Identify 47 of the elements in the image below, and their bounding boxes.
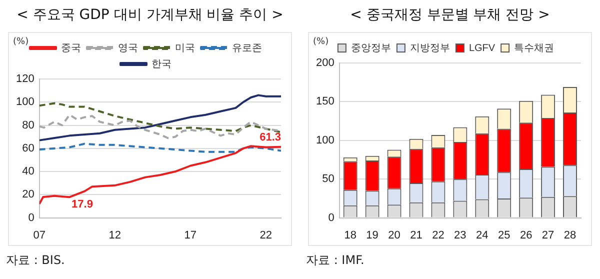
x-tick-label: 22 (260, 229, 272, 242)
line-series (39, 142, 281, 153)
legend-label: 유로존 (232, 42, 262, 54)
y-tick-label: 100 (16, 96, 34, 108)
x-tick-label: 26 (520, 229, 532, 242)
x-tick-label: 24 (476, 229, 488, 242)
x-tick-label: 07 (33, 229, 46, 242)
legend-label: 미국 (175, 42, 195, 54)
annotation: 61.3 (260, 131, 281, 144)
y-tick-label: 50 (322, 173, 334, 186)
legend-label: 중앙정부 (350, 42, 391, 54)
y-tick-label: 120 (16, 73, 34, 86)
x-tick-label: 19 (366, 229, 378, 242)
x-tick-label: 18 (344, 229, 356, 242)
y-tick-label: 200 (316, 57, 334, 70)
y-tick-label: 80 (22, 119, 34, 132)
x-tick-label: 23 (454, 229, 466, 242)
y-axis-title: (%) (13, 36, 29, 47)
x-tick-label: 21 (410, 229, 422, 242)
text: 자료 : BIS. (6, 252, 66, 269)
x-tick-label: 27 (542, 229, 554, 242)
y-tick-label: 60 (22, 142, 34, 154)
x-tick-label: 12 (108, 229, 121, 242)
text: 자료 : IMF. (306, 252, 366, 269)
chart-title: < 주요국 GDP 대비 가계부채 비율 추이 > (16, 6, 284, 25)
y-tick-label: 100 (316, 134, 334, 146)
x-tick-label: 28 (564, 229, 576, 242)
y-tick-label: 20 (22, 188, 34, 201)
x-tick-label: 25 (498, 229, 510, 242)
y-tick-label: 0 (328, 212, 334, 224)
legend-label: 지방정부 (410, 42, 450, 54)
y-tick-label: 150 (316, 96, 334, 108)
line-series (39, 114, 281, 139)
y-tick-label: 0 (28, 212, 34, 224)
y-tick-label: 40 (22, 166, 34, 178)
legend-label: 중국 (61, 42, 81, 54)
x-tick-label: 22 (432, 229, 444, 242)
line-series (39, 102, 281, 134)
annotation: 17.9 (72, 198, 93, 211)
legend-label: LGFV (468, 42, 496, 54)
legend-label: 영국 (118, 42, 138, 54)
y-axis-title: (%) (313, 36, 329, 47)
x-tick-label: 20 (388, 229, 400, 242)
chart-title: < 중국재정 부문별 부채 전망 > (349, 6, 551, 25)
legend-label: 한국 (152, 58, 172, 70)
x-tick-label: 17 (184, 229, 197, 242)
legend-label: 특수채권 (514, 42, 554, 54)
